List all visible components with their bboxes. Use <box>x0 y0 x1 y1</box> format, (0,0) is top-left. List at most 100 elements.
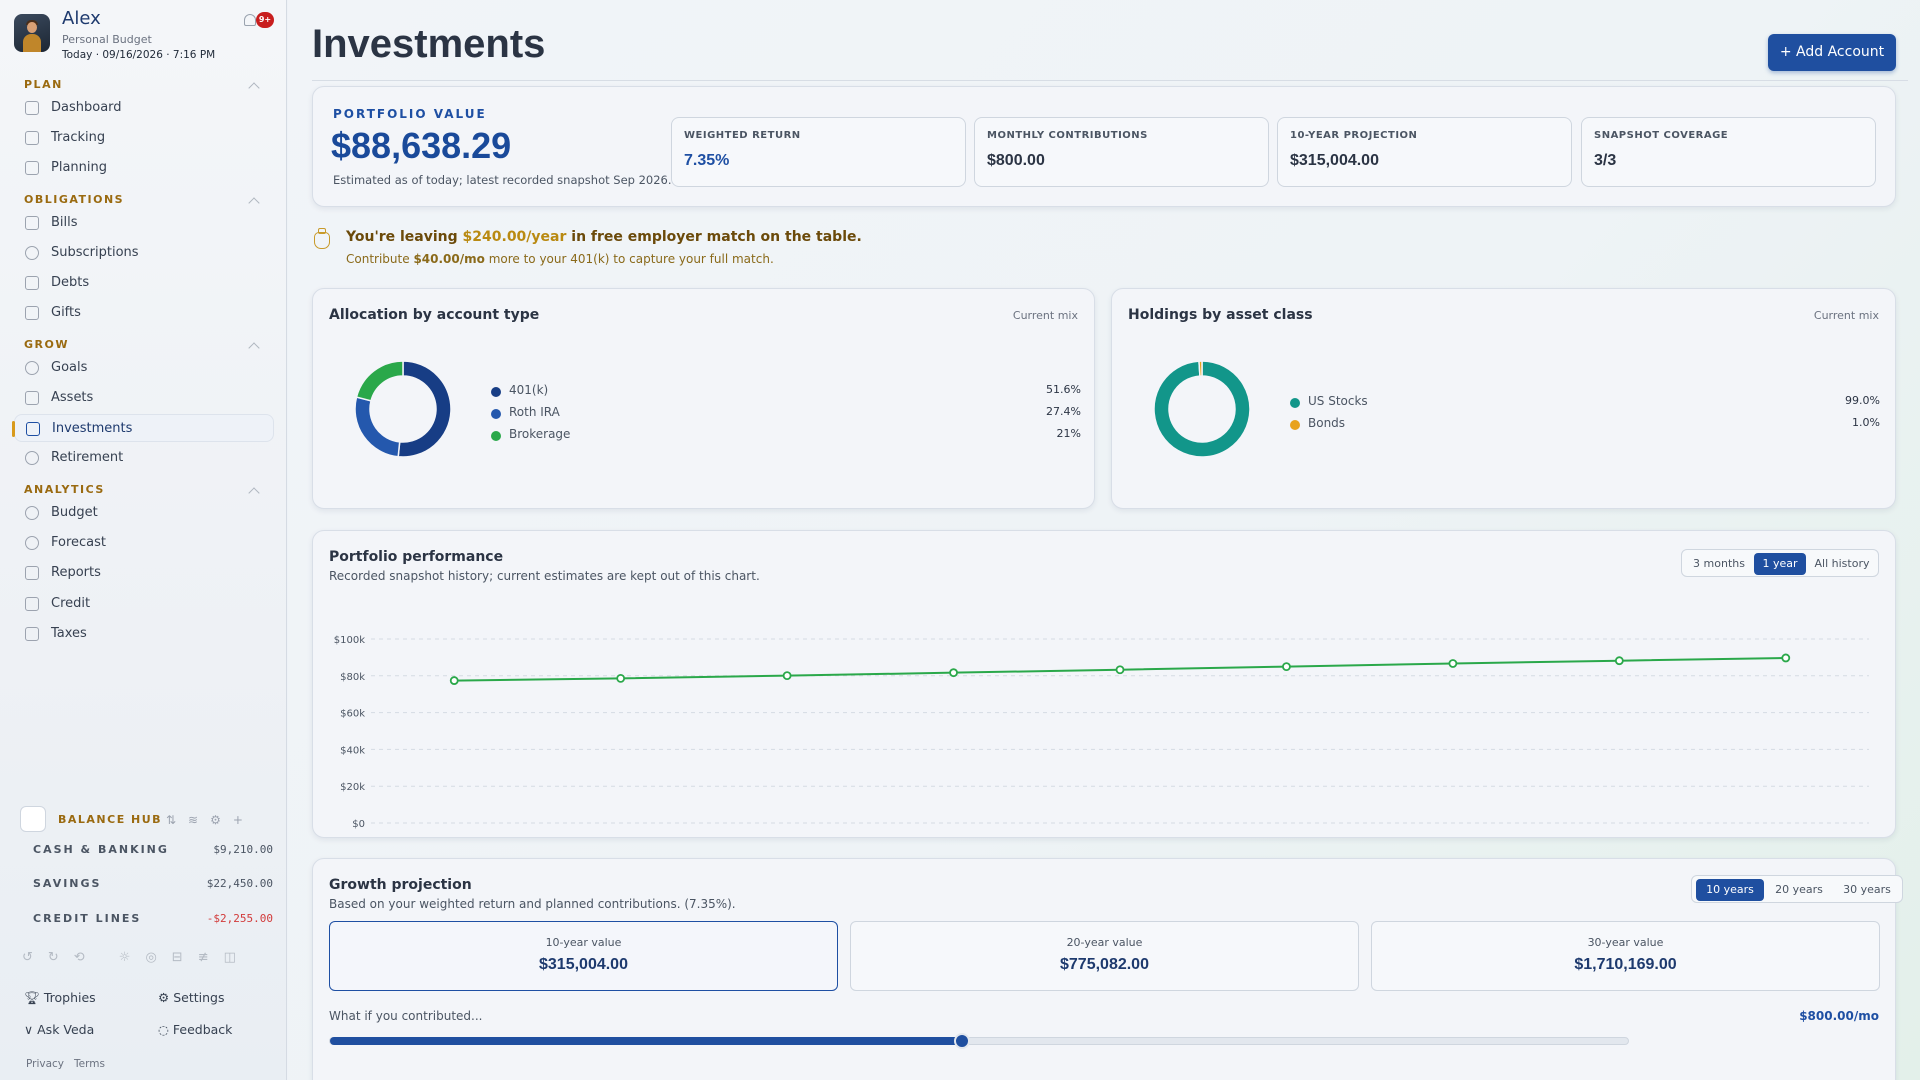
allocation-slice-2[interactable] <box>355 360 404 402</box>
legend-label: US Stocks <box>1308 394 1368 408</box>
bell-icon[interactable] <box>240 8 260 30</box>
sidebar-item-forecast[interactable]: Forecast <box>14 529 274 557</box>
profile-header[interactable]: Alex Personal Budget Today · 09/16/2026 … <box>14 8 276 64</box>
sidebar-item-gifts[interactable]: Gifts <box>14 299 274 327</box>
legend-swatch <box>1290 398 1300 408</box>
projection-box-30-year[interactable]: 30-year value $1,710,169.00 <box>1371 921 1880 991</box>
avatar[interactable] <box>14 14 50 52</box>
horizon-10-years[interactable]: 10 years <box>1696 879 1764 901</box>
holdings-slice-0[interactable] <box>1153 360 1251 458</box>
bank-icon <box>25 627 39 641</box>
portfolio-value: $88,638.29 <box>331 125 512 166</box>
stat-label: SNAPSHOT COVERAGE <box>1594 130 1729 141</box>
sidebar-item-label: Credit <box>51 596 91 611</box>
allocation-slice-0[interactable] <box>397 360 452 458</box>
stat-value: 3/3 <box>1594 152 1617 169</box>
sidebar-item-retirement[interactable]: Retirement <box>14 444 274 472</box>
refresh-icon <box>25 246 39 260</box>
data-point[interactable] <box>782 671 792 681</box>
projection-label: 20-year value <box>1066 936 1143 949</box>
sidebar-item-planning[interactable]: Planning <box>14 154 274 182</box>
allocation-slice-1[interactable] <box>354 396 401 458</box>
sidebar-item-assets[interactable]: Assets <box>14 384 274 412</box>
balance-row-value: $9,210.00 <box>213 843 273 856</box>
data-point[interactable] <box>1614 656 1624 666</box>
quick-actions[interactable]: ↺↻⟲ ☼◎⊟≢◫ <box>22 950 251 965</box>
sidebar: Alex Personal Budget Today · 09/16/2026 … <box>0 0 287 1080</box>
alert-headline-amount: $240.00/year <box>462 229 567 245</box>
legend-percent: 51.6% <box>1046 383 1081 396</box>
projection-box-10-year[interactable]: 10-year value $315,004.00 <box>329 921 838 991</box>
whatif-label: What if you contributed... <box>329 1009 483 1023</box>
chevron-up-icon[interactable] <box>248 342 260 354</box>
allocation-donut[interactable] <box>343 349 463 469</box>
contribution-slider[interactable] <box>329 1033 1629 1049</box>
slider-thumb[interactable] <box>954 1033 971 1049</box>
chevron-up-icon[interactable] <box>248 82 260 94</box>
sidebar-item-tracking[interactable]: Tracking <box>14 124 274 152</box>
section-title-grow: GROW <box>24 338 69 351</box>
chevron-up-icon[interactable] <box>248 197 260 209</box>
sidebar-item-label: Subscriptions <box>51 245 139 260</box>
settings-link[interactable]: ⚙ Settings <box>158 990 225 1005</box>
data-point[interactable] <box>1448 659 1458 668</box>
horizon-30-years[interactable]: 30 years <box>1843 883 1891 896</box>
sidebar-item-dashboard[interactable]: Dashboard <box>14 94 274 122</box>
sidebar-item-label: Tracking <box>51 130 106 145</box>
ask-veda-link[interactable]: ∨ Ask Veda <box>24 1022 95 1037</box>
terms-link[interactable]: Terms <box>74 1058 105 1070</box>
palm-icon <box>25 451 39 465</box>
data-point[interactable] <box>449 676 459 685</box>
section-title-obligations: OBLIGATIONS <box>24 193 125 206</box>
data-point[interactable] <box>616 673 626 683</box>
sidebar-item-reports[interactable]: Reports <box>14 559 274 587</box>
data-point[interactable] <box>1781 653 1791 663</box>
range-1-year[interactable]: 1 year <box>1754 553 1806 575</box>
sidebar-item-goals[interactable]: Goals <box>14 354 274 382</box>
data-point[interactable] <box>1115 665 1125 675</box>
holdings-donut[interactable] <box>1142 349 1262 469</box>
sidebar-item-investments[interactable]: Investments <box>12 414 274 442</box>
sidebar-item-label: Goals <box>51 360 88 375</box>
list-icon <box>25 131 39 145</box>
slider-fill <box>330 1037 963 1045</box>
section-title-plan: PLAN <box>24 78 63 91</box>
legend-item: Roth IRA 27.4% <box>491 405 1081 425</box>
sidebar-item-debts[interactable]: Debts <box>14 269 274 297</box>
holdings-slice-1[interactable] <box>1198 360 1203 377</box>
settings-label: Settings <box>173 990 225 1005</box>
add-account-button[interactable]: + Add Account <box>1768 34 1896 71</box>
alert-headline: You're leaving $240.00/year in free empl… <box>346 229 862 245</box>
feedback-link[interactable]: ◌ Feedback <box>158 1022 233 1037</box>
projection-box-20-year[interactable]: 20-year value $775,082.00 <box>850 921 1359 991</box>
trophies-link[interactable]: 🏆︎ Trophies <box>24 990 96 1005</box>
performance-chart[interactable]: $100k$80k$60k$40k$20k$0Jan 2026Feb 2026M… <box>313 599 1897 831</box>
sidebar-item-budget[interactable]: Budget <box>14 499 274 527</box>
growth-subtitle: Based on your weighted return and planne… <box>329 897 736 911</box>
legend-item: Bonds 1.0% <box>1290 416 1880 436</box>
data-point[interactable] <box>1282 662 1291 671</box>
balance-hub-tools[interactable]: ⇅≋⚙+ <box>166 813 255 827</box>
chevron-up-icon[interactable] <box>248 487 260 499</box>
alert-detail-amount: $40.00/mo <box>413 252 485 266</box>
sidebar-item-taxes[interactable]: Taxes <box>14 620 274 648</box>
wallet-icon[interactable] <box>20 806 46 832</box>
legend-label: Brokerage <box>509 427 571 441</box>
gift-icon <box>25 306 39 320</box>
horizon-20-years[interactable]: 20 years <box>1775 883 1823 896</box>
sidebar-item-label: Bills <box>51 215 78 230</box>
sidebar-item-label: Investments <box>52 421 133 436</box>
sidebar-item-bills[interactable]: Bills <box>14 209 274 237</box>
sidebar-item-credit[interactable]: Credit <box>14 590 274 618</box>
main-content: Investments + Add Account PORTFOLIO VALU… <box>288 0 1920 1080</box>
holdings-title: Holdings by asset class <box>1128 307 1313 323</box>
privacy-link[interactable]: Privacy <box>26 1058 65 1070</box>
range-3-months[interactable]: 3 months <box>1693 557 1745 570</box>
range-all-history[interactable]: All history <box>1814 557 1870 570</box>
trophies-label: Trophies <box>43 990 96 1005</box>
data-point[interactable] <box>949 668 958 678</box>
sidebar-item-subscriptions[interactable]: Subscriptions <box>14 239 274 267</box>
holdings-card: Holdings by asset class Current mix US S… <box>1111 288 1896 509</box>
legend-percent: 21% <box>1056 427 1081 440</box>
stat-10-year-projection: 10-YEAR PROJECTION $315,004.00 <box>1277 117 1572 187</box>
